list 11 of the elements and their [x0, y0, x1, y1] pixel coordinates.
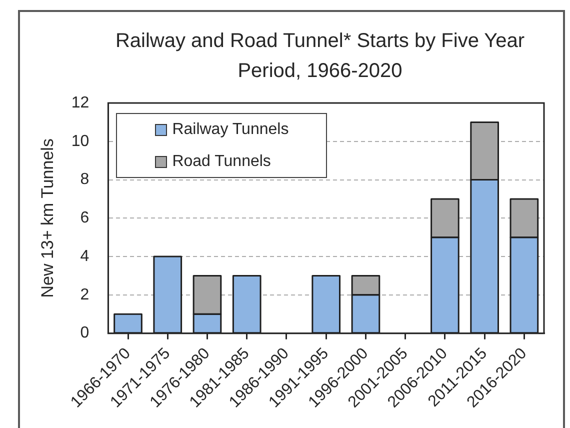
y-axis-title: New 13+ km Tunnels [38, 138, 57, 298]
legend-label: Railway Tunnels [172, 120, 289, 138]
y-tick-label: 2 [80, 286, 90, 304]
y-tick-label: 12 [71, 94, 90, 112]
chart-title: Railway and Road Tunnel* Starts by Five Year Period, 1966-2020 [114, 29, 526, 84]
y-tick-label: 6 [80, 210, 90, 227]
legend-label: Road Tunnels [172, 152, 271, 170]
y-tick-label: 10 [71, 132, 90, 150]
y-tick-label: 8 [80, 171, 90, 188]
y-tick-label: 0 [80, 324, 90, 342]
y-tick-label: 4 [80, 248, 90, 265]
